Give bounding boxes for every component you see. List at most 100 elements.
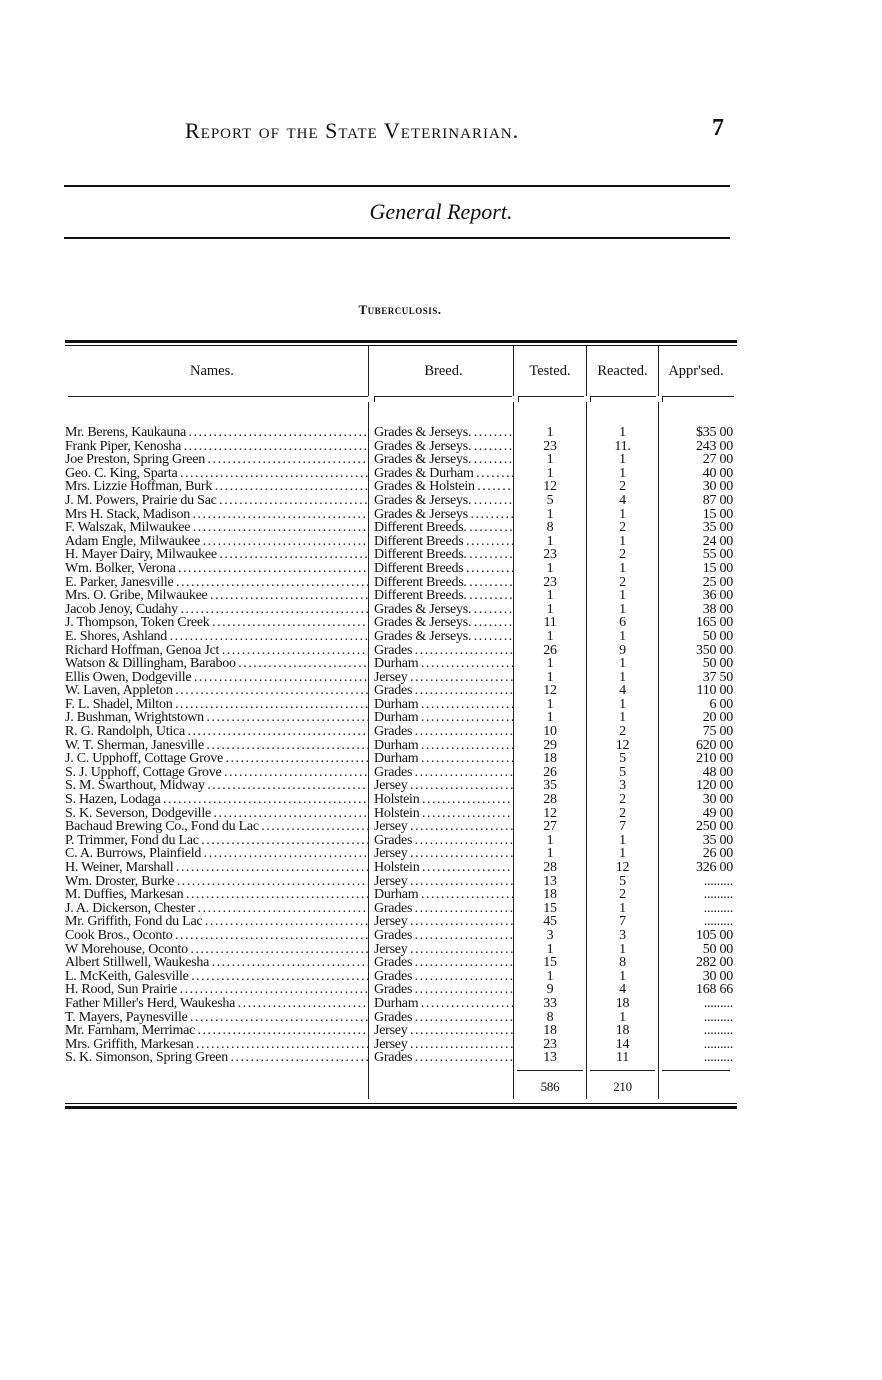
cell-breed: Grades & Durham — [368, 466, 513, 481]
cell-breed: Holstein — [368, 793, 513, 807]
cell-reacted: 2 — [586, 793, 658, 807]
cell-appraised: ......... — [658, 1024, 737, 1038]
cell-appraised: ......... — [658, 901, 737, 916]
cell-breed: Grades — [368, 833, 513, 848]
cell-tested: 9 — [513, 983, 586, 997]
section-title: General Report. — [369, 199, 513, 224]
cell-reacted: 3 — [586, 779, 658, 794]
table-bottom-rule — [65, 1105, 737, 1109]
table-row: Wm. Bolker, VeronaDifferent Breeds1115 0… — [65, 561, 737, 576]
col-header-tested: Tested. — [513, 346, 586, 396]
cell-tested: 15 — [513, 901, 586, 916]
cell-breed: Jersey — [368, 942, 513, 957]
cell-breed: Durham — [368, 888, 513, 902]
cell-reacted: 1 — [586, 602, 658, 617]
cell-appraised: 210 00 — [658, 752, 737, 766]
cell-tested: 1 — [513, 657, 586, 671]
cell-tested: 1 — [513, 670, 586, 685]
col-header-reacted: Reacted. — [586, 346, 658, 396]
cell-breed: Grades & Jerseys. — [368, 493, 513, 508]
table-row: J. C. Upphoff, Cottage GroveDurham185210… — [65, 752, 737, 766]
cell-name: W. Laven, Appleton — [65, 684, 368, 698]
cell-appraised: 25 00 — [658, 575, 737, 590]
cell-tested: 8 — [513, 521, 586, 535]
table-row: Father Miller's Herd, WaukeshaDurham3318… — [65, 996, 737, 1011]
cell-breed: Different Breeds. — [368, 575, 513, 590]
cell-appraised: ......... — [658, 915, 737, 929]
cell-reacted: 1 — [586, 466, 658, 481]
cell-appraised: 50 00 — [658, 629, 737, 644]
cell-appraised: 36 00 — [658, 589, 737, 603]
cell-reacted: 2 — [586, 806, 658, 821]
cell-reacted: 12 — [586, 738, 658, 753]
cell-reacted: 1 — [586, 426, 658, 440]
cell-breed: Different Breeds. — [368, 521, 513, 535]
cell-breed: Grades — [368, 765, 513, 780]
cell-appraised: 35 00 — [658, 833, 737, 848]
table-top-rule — [65, 345, 737, 346]
cell-reacted: 14 — [586, 1037, 658, 1052]
cell-tested: 1 — [513, 453, 586, 467]
cell-tested: 8 — [513, 1010, 586, 1025]
cell-tested: 1 — [513, 589, 586, 603]
cell-reacted: 11. — [586, 439, 658, 454]
cell-breed: Jersey — [368, 847, 513, 861]
cell-reacted: 1 — [586, 711, 658, 726]
cell-breed: Jersey — [368, 1037, 513, 1052]
cell-name: Mrs. Lizzie Hoffman, Burk — [65, 480, 368, 494]
cell-name: S. Hazen, Lodaga — [65, 793, 368, 807]
cell-reacted: 1 — [586, 657, 658, 671]
cell-breed: Grades — [368, 643, 513, 658]
cell-name: Mrs. Griffith, Markesan — [65, 1038, 368, 1052]
cell-appraised: 37 50 — [658, 670, 737, 685]
cell-name: Father Miller's Herd, Waukesha — [65, 997, 368, 1011]
cell-appraised: 20 00 — [658, 711, 737, 726]
table-row: W Morehouse, OcontoJersey1150 00 — [65, 942, 737, 957]
cell-appraised: ......... — [658, 1010, 737, 1025]
cell-breed: Grades & Jerseys — [368, 507, 513, 522]
cell-name: Mr. Farnham, Merrimac — [65, 1024, 368, 1038]
cell-reacted: 2 — [586, 480, 658, 494]
cell-reacted: 8 — [586, 956, 658, 970]
table-row: Frank Piper, KenoshaGrades & Jerseys.231… — [65, 439, 737, 454]
cell-name: H. Mayer Dairy, Milwaukee — [65, 548, 368, 562]
table-row: J. A. Dickerson, ChesterGrades151.......… — [65, 901, 737, 916]
cell-breed: Grades — [368, 1051, 513, 1065]
cell-name: Joe Preston, Spring Green — [65, 453, 368, 467]
cell-reacted: 1 — [586, 942, 658, 957]
cell-appraised: 48 00 — [658, 765, 737, 780]
table-row: Jacob Jenoy, CudahyGrades & Jerseys.1138… — [65, 602, 737, 617]
cell-breed: Durham — [368, 752, 513, 766]
cell-name: Mrs H. Stack, Madison — [65, 508, 368, 522]
cell-tested: 45 — [513, 915, 586, 929]
cell-tested: 11 — [513, 616, 586, 630]
table-row: Bachaud Brewing Co., Fond du LacJersey27… — [65, 820, 737, 834]
cell-name: Wm. Droster, Burke — [65, 875, 368, 889]
cell-name: Watson & Dillingham, Baraboo — [65, 657, 368, 671]
cell-tested: 1 — [513, 711, 586, 726]
cell-name: Mrs. O. Gribe, Milwaukee — [65, 589, 368, 603]
spacer — [65, 402, 737, 426]
cell-name: Richard Hoffman, Genoa Jct — [65, 644, 368, 658]
cell-tested: 12 — [513, 684, 586, 698]
cell-reacted: 1 — [586, 589, 658, 603]
cell-tested: 1 — [513, 697, 586, 712]
cell-breed: Grades & Jerseys. — [368, 616, 513, 630]
cell-appraised: 26 00 — [658, 847, 737, 861]
cell-tested: 15 — [513, 956, 586, 970]
cell-tested: 1 — [513, 847, 586, 861]
total-reacted: 210 — [586, 1074, 658, 1099]
cell-reacted: 2 — [586, 521, 658, 535]
table-row: Mrs. O. Gribe, MilwaukeeDifferent Breeds… — [65, 589, 737, 603]
cell-appraised: ......... — [658, 1037, 737, 1052]
cell-appraised: 30 00 — [658, 969, 737, 984]
cell-reacted: 1 — [586, 901, 658, 916]
cell-name: Adam Engle, Milwaukee — [65, 535, 368, 549]
cell-tested: 23 — [513, 1037, 586, 1052]
cell-name: J. A. Dickerson, Chester — [65, 902, 368, 916]
table-row: Mr. Berens, KaukaunaGrades & Jerseys.11$… — [65, 426, 737, 440]
page-number: 7 — [712, 115, 724, 141]
table-row: Mrs. Lizzie Hoffman, BurkGrades & Holste… — [65, 480, 737, 494]
table-top-rule — [65, 340, 737, 343]
cell-reacted: 1 — [586, 453, 658, 467]
